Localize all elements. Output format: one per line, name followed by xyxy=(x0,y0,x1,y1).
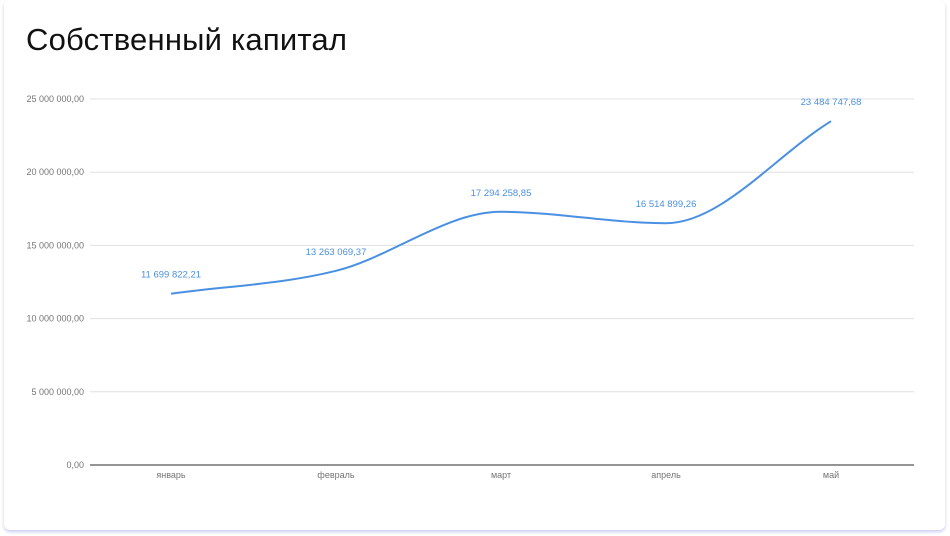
y-tick-label: 25 000 000,00 xyxy=(26,94,84,104)
y-tick-label: 15 000 000,00 xyxy=(26,240,84,250)
x-tick-label: май xyxy=(823,470,839,480)
y-tick-label: 20 000 000,00 xyxy=(26,167,84,177)
line-chart: 0,00 5 000 000,00 10 000 000,00 15 000 000,… xyxy=(26,94,914,480)
data-label: 11 699 822,21 xyxy=(141,270,201,281)
data-label: 16 514 899,26 xyxy=(636,199,697,210)
y-tick-label: 5 000 000,00 xyxy=(31,387,84,397)
chart-card: Собственный капитал 0,00 5 000 000,00 10 0… xyxy=(4,0,945,530)
y-axis-ticks: 0,00 5 000 000,00 10 000 000,00 15 000 000,… xyxy=(26,94,84,470)
x-tick-label: февраль xyxy=(317,470,354,480)
x-tick-label: январь xyxy=(156,470,186,480)
chart-title: Собственный капитал xyxy=(26,22,348,57)
data-label: 23 484 747,68 xyxy=(801,97,862,108)
data-label: 13 263 069,37 xyxy=(306,247,367,258)
y-tick-label: 10 000 000,00 xyxy=(26,314,84,324)
y-tick-label: 0,00 xyxy=(66,460,84,470)
data-label: 17 294 258,85 xyxy=(471,188,532,199)
series-line xyxy=(170,120,832,295)
data-labels: 11 699 822,21 13 263 069,37 17 294 258,85 1… xyxy=(141,97,861,281)
gridlines xyxy=(90,98,914,466)
x-tick-label: март xyxy=(491,470,511,480)
x-tick-label: апрель xyxy=(651,470,681,480)
x-axis-ticks: январь февраль март апрель май xyxy=(156,470,839,480)
